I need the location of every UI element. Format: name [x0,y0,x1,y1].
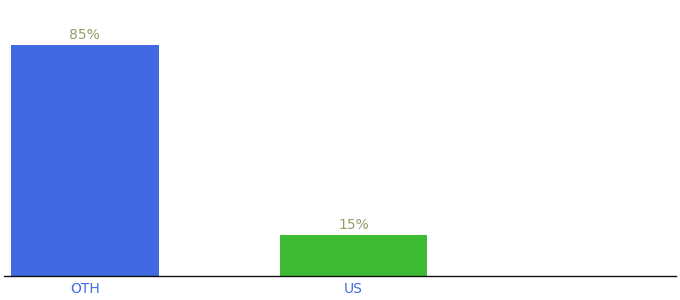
Text: 15%: 15% [338,218,369,232]
Bar [11,45,158,276]
Bar [279,236,427,276]
Text: 85%: 85% [69,28,100,42]
